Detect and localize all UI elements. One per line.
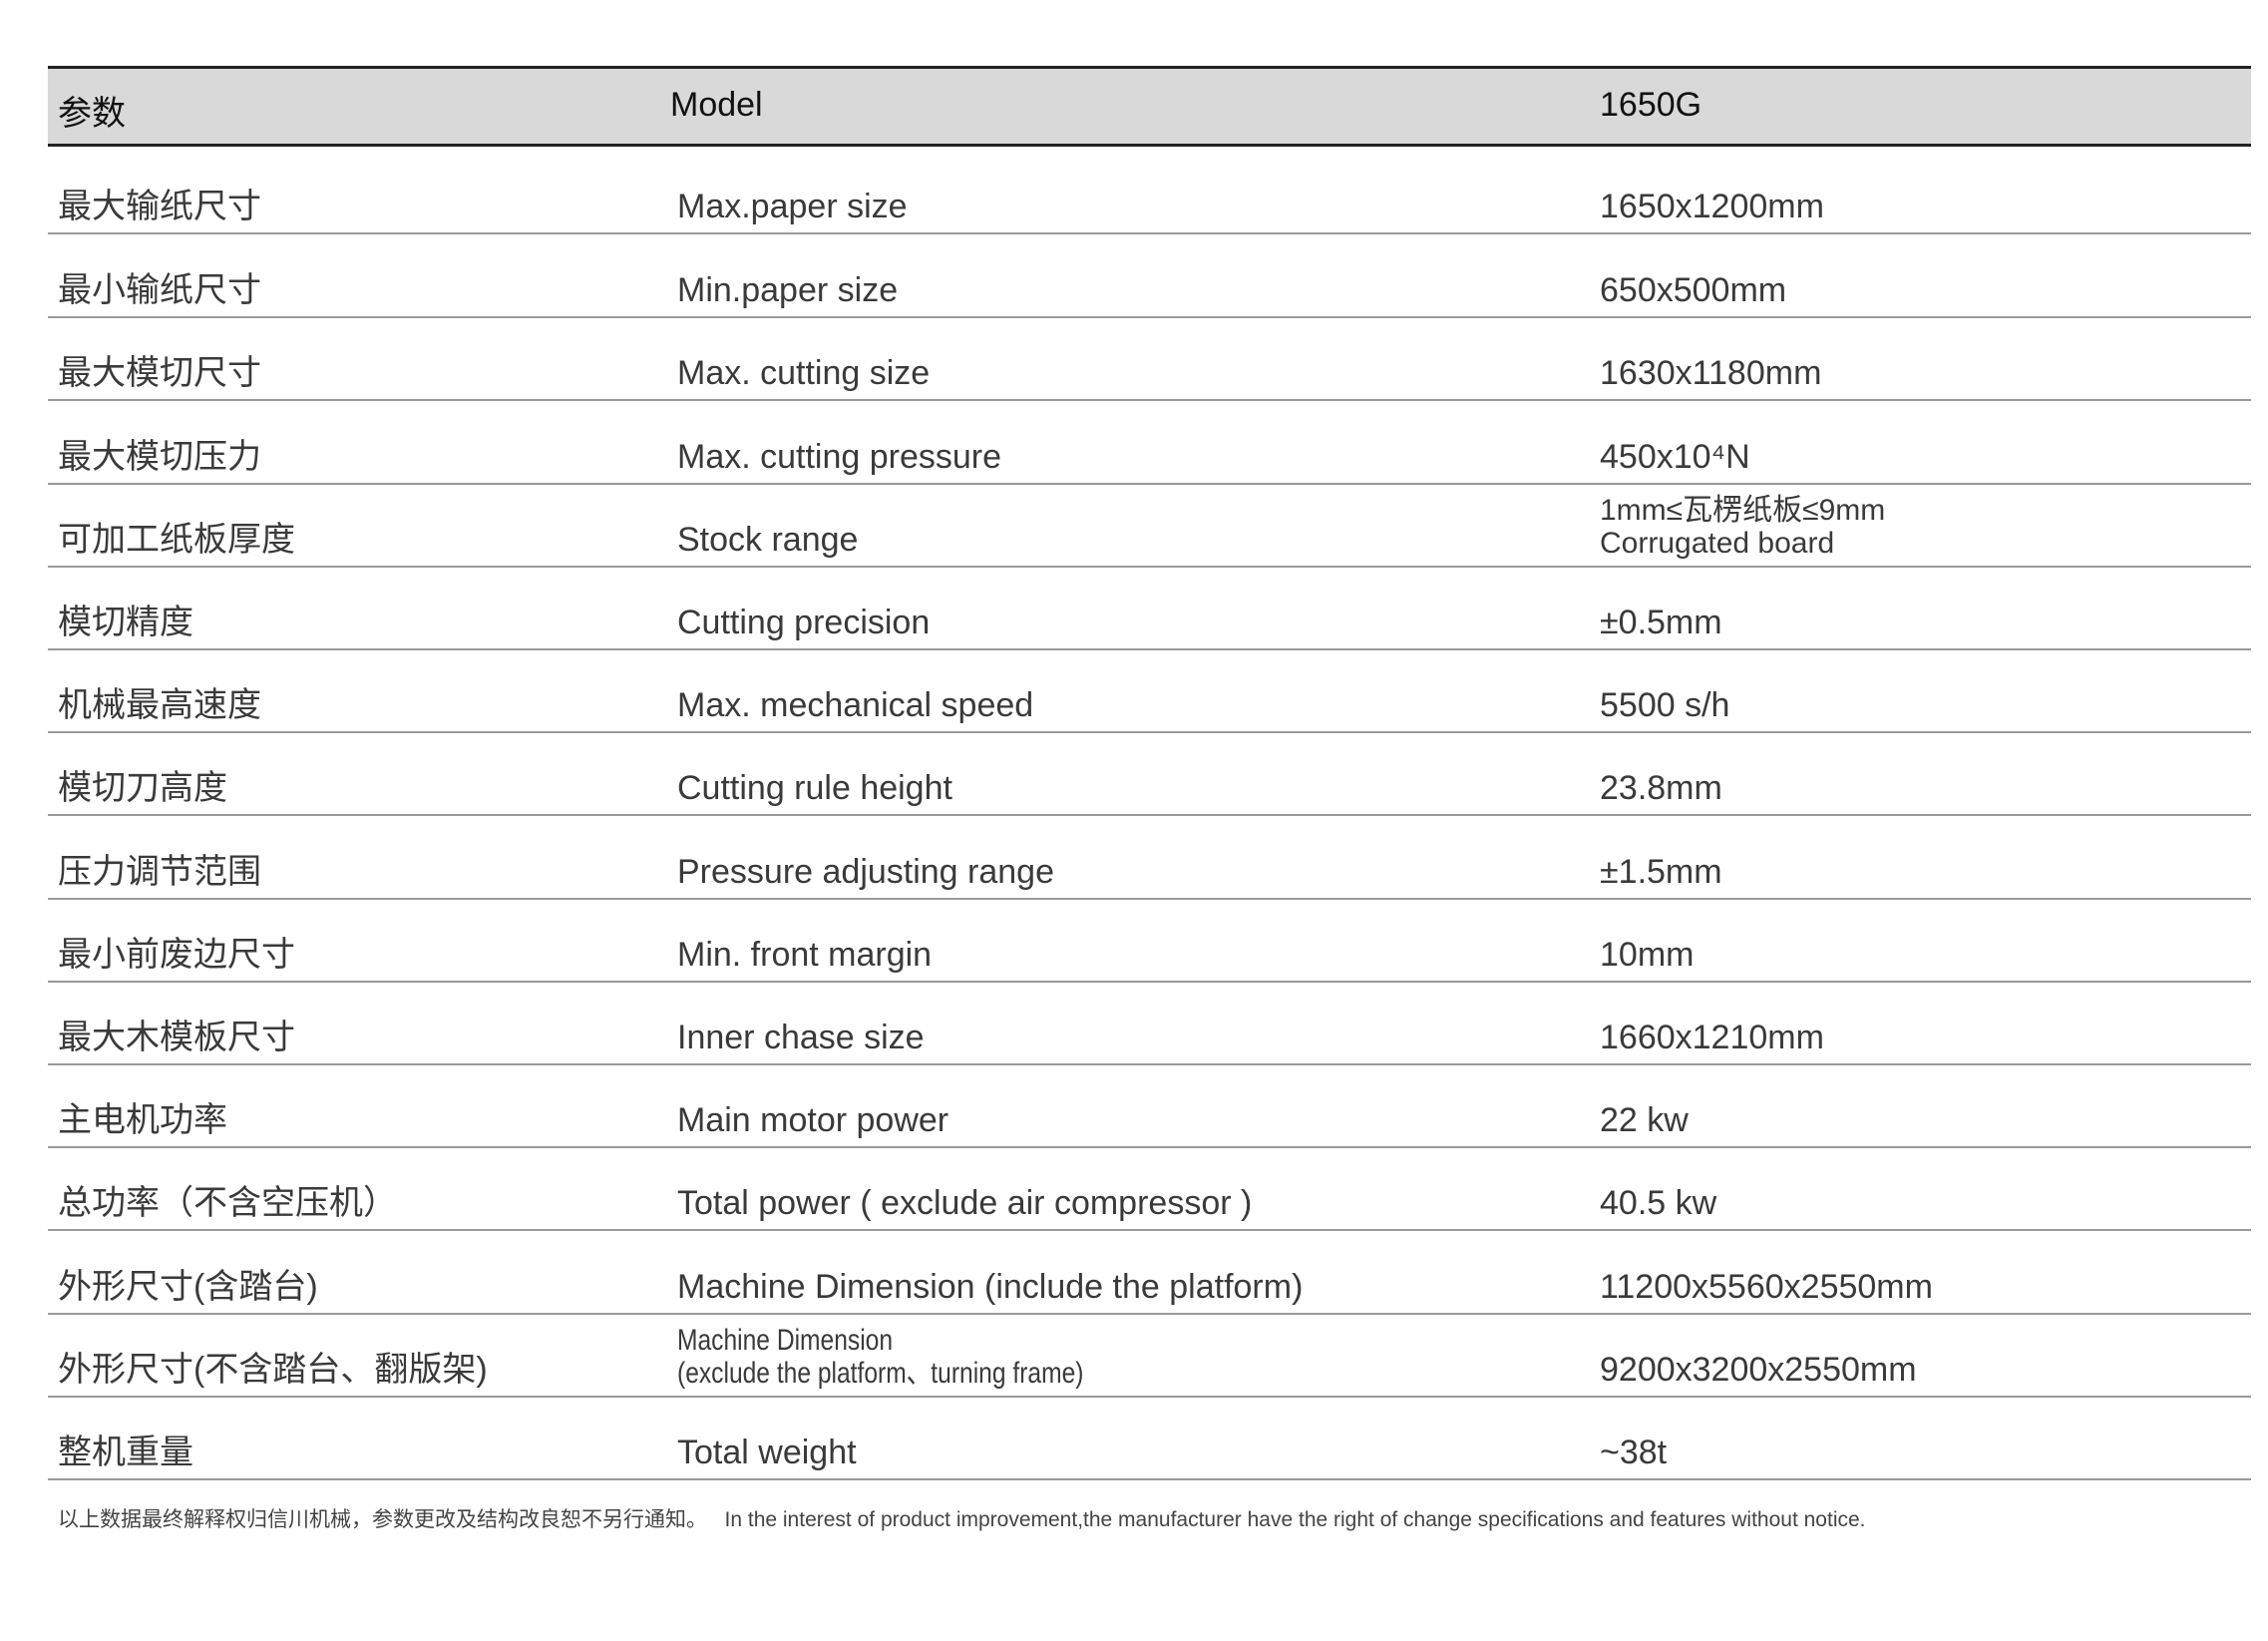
param-en: Stock range [677,520,859,559]
table-row: 最大模切压力 Max. cutting pressure 450x10⁴N [48,400,2251,485]
param-en: Pressure adjusting range [677,852,1055,891]
param-cn: 最大模切压力 [58,437,261,476]
param-en: Cutting precision [677,604,931,641]
param-value: 10mm [1600,935,1695,974]
param-cn: 主电机功率 [58,1101,227,1140]
table-row: 模切刀高度 Cutting rule height 23.8mm [48,731,2251,817]
header-param: 参数 [58,95,126,133]
param-en: Main motor power [677,1101,949,1140]
table-row: 最大输纸尺寸 Max.paper size 1650x1200mm [48,144,2251,234]
param-cn: 最大木模板尺寸 [58,1019,295,1056]
param-value: 1650x1200mm [1600,188,1824,225]
param-value: 5500 s/h [1600,686,1730,725]
param-value: 22 kw [1600,1101,1689,1140]
param-en: Min. front margin [677,935,933,974]
table-row: 模切精度 Cutting precision ±0.5mm [48,566,2251,650]
param-value: 650x500mm [1600,271,1787,310]
table-row: 整机重量 Total weight ~38t [48,1396,2251,1480]
param-cn: 模切精度 [58,604,193,641]
param-en: Max. cutting size [677,354,931,393]
param-value: 23.8mm [1600,769,1722,808]
param-en-line2: (exclude the platform、turning frame) [677,1356,1084,1390]
param-en: Max. mechanical speed [677,686,1034,725]
param-en: Cutting rule height [677,769,952,808]
table-row: 外形尺寸(不含踏台、翻版架) Machine Dimension (exclude … [48,1313,2251,1398]
param-value: 11200x5560x2550mm [1600,1267,1933,1306]
param-cn: 压力调节范围 [58,852,261,891]
param-cn: 外形尺寸(含踏台) [58,1267,318,1306]
param-cn: 整机重量 [58,1434,193,1471]
footnote-cn: 以上数据最终解释权归信川机械，参数更改及结构改良恕不另行通知。 [58,1508,707,1531]
param-cn: 最大模切尺寸 [58,354,261,393]
param-en: Max.paper size [677,188,908,225]
header-model: Model [670,86,763,124]
param-cn: 机械最高速度 [58,686,261,725]
param-value: ~38t [1600,1434,1668,1471]
param-value: 1660x1210mm [1600,1019,1824,1056]
param-en: Machine Dimension (include the platform) [677,1267,1304,1306]
table-row: 机械最高速度 Max. mechanical speed 5500 s/h [48,648,2251,734]
footnote-en: In the interest of product improvement,t… [724,1508,1866,1531]
param-cn: 最大输纸尺寸 [58,188,261,225]
table-header: 参数 Model 1650G [48,66,2251,147]
param-cn: 最小前废边尺寸 [58,935,295,974]
table-row: 主电机功率 Main motor power 22 kw [48,1063,2251,1149]
param-value: 1630x1180mm [1600,354,1822,393]
param-cn: 总功率（不含空压机） [58,1184,397,1223]
param-cn: 最小输纸尺寸 [58,271,261,310]
param-en: Min.paper size [677,271,899,310]
param-value-line2: Corrugated board [1600,526,1835,560]
table-row: 最大木模板尺寸 Inner chase size 1660x1210mm [48,981,2251,1065]
param-en: Total power ( exclude air compressor ) [677,1184,1253,1223]
param-value: 450x10⁴N [1600,437,1750,476]
param-value: ±1.5mm [1600,852,1722,891]
table-row: 压力调节范围 Pressure adjusting range ±1.5mm [48,815,2251,900]
param-value: 40.5 kw [1600,1184,1717,1223]
param-en-line1: Machine Dimension [677,1323,894,1357]
table-row: 最小输纸尺寸 Min.paper size 650x500mm [48,233,2251,319]
param-value: 1mm≤瓦楞纸板≤9mm Corrugated board [1600,494,1885,560]
param-en: Inner chase size [677,1019,925,1056]
param-en: Machine Dimension (exclude the platform、t… [677,1324,1173,1390]
table-row: 最小前废边尺寸 Min. front margin 10mm [48,898,2251,983]
param-en: Max. cutting pressure [677,437,1002,476]
table-row: 外形尺寸(含踏台) Machine Dimension (include the … [48,1230,2251,1315]
spec-table: 参数 Model 1650G 最大输纸尺寸 Max.paper size 1650x… [48,66,2251,1480]
param-value-line1: 1mm≤瓦楞纸板≤9mm [1600,493,1886,527]
header-value: 1650G [1600,86,1702,124]
param-value: 9200x3200x2550mm [1600,1350,1917,1389]
table-row: 总功率（不含空压机） Total power ( exclude air comp… [48,1146,2251,1232]
param-en: Total weight [677,1434,857,1471]
table-row: 最大模切尺寸 Max. cutting size 1630x1180mm [48,316,2251,402]
param-value: ±0.5mm [1600,604,1722,641]
param-cn: 外形尺寸(不含踏台、翻版架) [58,1350,488,1389]
param-cn: 可加工纸板厚度 [58,520,295,559]
table-row: 可加工纸板厚度 Stock range 1mm≤瓦楞纸板≤9mm Corrugated… [48,483,2251,568]
param-cn: 模切刀高度 [58,769,227,808]
footnote: 以上数据最终解释权归信川机械，参数更改及结构改良恕不另行通知。 In the i… [58,1503,1866,1533]
